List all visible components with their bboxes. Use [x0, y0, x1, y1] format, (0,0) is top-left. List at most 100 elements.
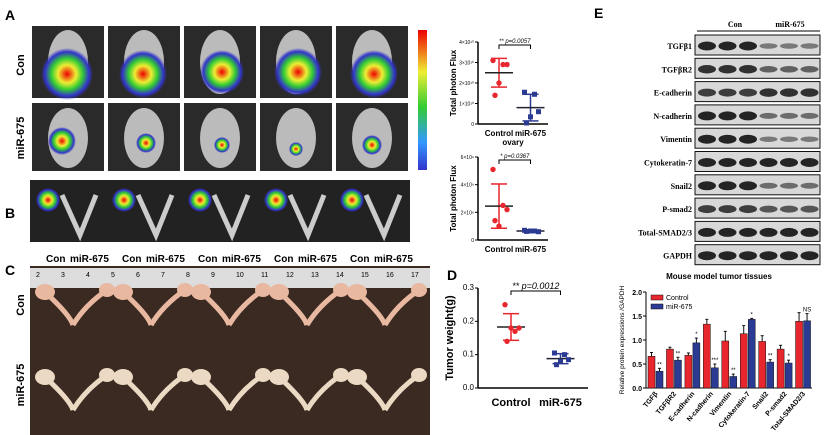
protein-band: [800, 227, 819, 237]
ovary: [255, 283, 271, 297]
data-point: [522, 89, 527, 95]
data-point: [504, 206, 510, 213]
y-tick-label: 0.3: [463, 283, 475, 292]
ovary-tumor: [35, 284, 55, 300]
data-point: [528, 114, 533, 120]
y-tick-label: 0: [471, 122, 474, 128]
protein-band: [718, 65, 737, 74]
bar: [766, 361, 774, 389]
y-tick-label: 1.0: [632, 338, 642, 345]
protein-band: [759, 251, 778, 261]
panel-label-b: B: [5, 205, 15, 221]
protein-band: [698, 65, 716, 74]
y-tick-label: 2.0: [632, 290, 642, 297]
legend-label: Control: [666, 295, 689, 302]
protein-band: [780, 158, 798, 167]
data-point: [536, 229, 541, 235]
protein-band: [780, 227, 798, 237]
protein-band: [800, 136, 819, 142]
data-point: [512, 328, 518, 335]
ovary-tumor: [35, 369, 55, 385]
y-tick-label: 2×10¹⁰: [459, 81, 474, 87]
bar: [795, 321, 803, 389]
ruler-tick: 10: [236, 272, 244, 279]
blot-row-label: E-cadherin: [654, 89, 693, 98]
mouse-silhouette: [276, 108, 316, 168]
ruler-tick: 14: [336, 272, 344, 279]
data-point: [532, 91, 537, 97]
protein-band: [759, 136, 778, 142]
data-point: [524, 228, 529, 234]
protein-band: [739, 205, 757, 214]
protein-band: [739, 181, 757, 191]
protein-band: [718, 88, 737, 97]
ruler-tick: 11: [261, 272, 268, 279]
y-tick-label: 0.5: [632, 362, 642, 369]
protein-band: [739, 111, 757, 121]
y-axis-label: Total photon Flux: [449, 165, 458, 232]
ruler-tick: 3: [61, 272, 65, 279]
protein-band: [800, 158, 819, 167]
p-value-annotation: ** p=0.0057: [499, 39, 531, 45]
ovary: [333, 283, 349, 297]
significance-marker: **: [657, 362, 662, 368]
protein-band: [780, 112, 798, 119]
protein-band: [800, 43, 819, 49]
y-tick-label: 0.0: [463, 383, 475, 392]
bar: [747, 319, 756, 389]
protein-band: [780, 66, 798, 73]
ruler-tick: 4: [86, 272, 90, 279]
data-point: [490, 166, 496, 173]
x-tick-label: Control: [491, 397, 530, 409]
ovary-tumor: [113, 284, 133, 300]
ovary: [255, 368, 271, 382]
ruler-tick: 8: [186, 272, 190, 279]
bar: [692, 342, 701, 389]
protein-band: [759, 66, 778, 73]
blot-row-label: Vimentin: [660, 135, 692, 144]
protein-band: [800, 251, 819, 261]
chart-title: ovary: [502, 138, 524, 147]
ruler-tick: 17: [411, 272, 419, 279]
data-point: [532, 228, 537, 234]
protein-band: [718, 227, 737, 237]
ruler-tick: 6: [136, 272, 140, 279]
data-point: [500, 202, 506, 209]
bioluminescence-signal: [214, 137, 230, 153]
group-label-mir675: miR-675: [298, 254, 337, 265]
significance-marker: *: [787, 354, 790, 360]
protein-band: [800, 66, 819, 73]
bar: [729, 376, 738, 389]
data-point: [492, 92, 498, 99]
row-label-mir: miR-675: [15, 117, 27, 160]
protein-band: [780, 182, 798, 189]
bioluminescence-signal: [48, 127, 76, 155]
ovary-tumor: [269, 369, 289, 385]
protein-band: [759, 182, 778, 189]
bar: [684, 355, 693, 389]
legend-label: miR-675: [666, 304, 693, 311]
ruler-tick: 7: [161, 272, 165, 279]
ovary-signal: [188, 188, 212, 212]
data-point: [496, 80, 502, 86]
x-tick-label: Total-SMAD2/3: [770, 391, 807, 433]
y-axis-label: Total photon Flux: [449, 49, 458, 116]
protein-band: [718, 111, 737, 121]
bioluminescence-signal: [350, 50, 398, 98]
group-label-con: Con: [198, 254, 217, 265]
y-tick-label: 2×10⁹: [461, 210, 474, 216]
protein-band: [698, 205, 716, 214]
protein-band: [759, 158, 778, 167]
blot-header-con: Con: [728, 20, 743, 29]
ruler: [30, 268, 430, 288]
ovary: [177, 368, 193, 382]
y-axis-label: Relative protein expressions /GAPDH: [619, 286, 626, 395]
color-scale-bar: [418, 30, 427, 170]
y-tick-label: 0.2: [463, 316, 475, 325]
bioluminescence-signal: [136, 133, 156, 153]
group-label-con: Con: [350, 254, 369, 265]
panel-label-e: E: [594, 5, 603, 21]
x-tick-label: miR-675: [539, 397, 582, 409]
significance-marker: **: [676, 351, 681, 357]
